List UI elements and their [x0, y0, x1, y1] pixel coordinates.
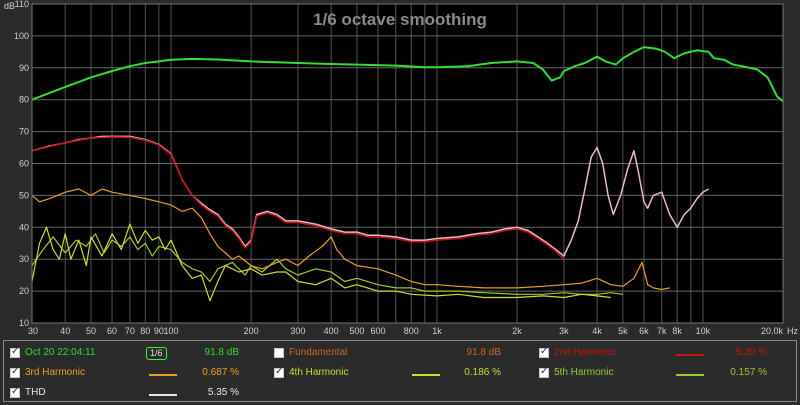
x-tick-label: 70 — [125, 326, 135, 336]
fifth-harmonic-label[interactable]: 5th Harmonic — [554, 367, 614, 378]
x-tick-label: 5k — [618, 326, 628, 336]
x-tick-label: 200 — [244, 326, 259, 336]
x-tick-label: 20.0k — [761, 326, 784, 336]
legend-row-1: Oct 20 22:04:11 1/6 91.8 dB Fundamental … — [4, 345, 794, 365]
series-line-2nd-harmonic — [31, 136, 565, 260]
y-tick-label: 40 — [19, 222, 29, 232]
second-harmonic-checkbox[interactable] — [539, 346, 549, 358]
y-tick-label: 70 — [19, 127, 29, 137]
thd-value: 5.35 % — [207, 387, 239, 398]
fourth-harmonic-checkbox[interactable] — [274, 366, 284, 378]
y-tick-label: 50 — [19, 190, 29, 200]
x-tick-label: 6k — [639, 326, 649, 336]
x-tick-label: 400 — [324, 326, 339, 336]
series-line-5th-harmonic — [31, 233, 623, 295]
y-tick-label: 90 — [19, 63, 29, 73]
x-tick-label: 500 — [349, 326, 364, 336]
x-tick-label: 90 — [154, 326, 164, 336]
series-line-3rd-harmonic — [31, 188, 670, 291]
thd-swatch — [149, 394, 177, 396]
fifth-harmonic-checkbox[interactable] — [539, 366, 549, 378]
x-tick-label: 300 — [290, 326, 305, 336]
y-tick-label: 60 — [19, 159, 29, 169]
legend-row-2: 3rd Harmonic 0.687 % 4th Harmonic 0.186 … — [4, 365, 794, 385]
x-tick-label: 3k — [559, 326, 569, 336]
fundamental-checkbox[interactable] — [274, 348, 284, 358]
fourth-harmonic-value: 0.186 % — [464, 367, 501, 378]
legend-row-3: THD 5.35 % — [4, 385, 794, 405]
second-harmonic-value: 5.30 % — [735, 347, 767, 358]
second-harmonic-swatch — [676, 354, 704, 356]
x-tick-label: 30 — [28, 326, 38, 336]
x-tick-label: 8k — [672, 326, 682, 336]
fourth-harmonic-label[interactable]: 4th Harmonic — [289, 367, 349, 378]
x-axis-unit: Hz — [787, 326, 798, 336]
fundamental-value: 91.8 dB — [466, 347, 501, 358]
y-tick-label: 10 — [19, 318, 29, 328]
y-tick-label: 100 — [14, 31, 29, 41]
y-tick-label: 110 — [15, 0, 29, 9]
plot-frame — [31, 3, 784, 324]
x-tick-label: 50 — [86, 326, 96, 336]
y-tick-label: 20 — [19, 286, 29, 296]
x-tick-label: 100 — [164, 326, 179, 336]
x-tick-label: 7k — [657, 326, 667, 336]
x-tick-label: 80 — [140, 326, 150, 336]
third-harmonic-label[interactable]: 3rd Harmonic — [25, 367, 86, 378]
x-tick-label: 4k — [592, 326, 602, 336]
series-line-4th-harmonic — [31, 223, 611, 302]
measurement-level: 91.8 dB — [204, 347, 239, 358]
fundamental-label[interactable]: Fundamental — [289, 347, 348, 358]
y-tick-label: 80 — [19, 95, 29, 105]
series-line-fundamental — [31, 46, 784, 103]
fourth-harmonic-swatch — [412, 374, 440, 376]
smoothing-badge[interactable]: 1/6 — [146, 347, 167, 360]
fifth-harmonic-value: 0.157 % — [730, 367, 767, 378]
x-tick-label: 600 — [370, 326, 385, 336]
x-tick-label: 2k — [512, 326, 522, 336]
third-harmonic-swatch — [149, 374, 177, 376]
third-harmonic-value: 0.687 % — [202, 367, 239, 378]
thd-label[interactable]: THD — [25, 387, 46, 398]
legend-panel: Oct 20 22:04:11 1/6 91.8 dB Fundamental … — [3, 340, 797, 402]
y-axis-unit: dB — [4, 1, 15, 11]
second-harmonic-label[interactable]: 2nd Harmonic — [554, 347, 617, 358]
x-tick-label: 800 — [404, 326, 419, 336]
x-tick-label: 40 — [60, 326, 70, 336]
fifth-harmonic-swatch — [676, 374, 704, 376]
third-harmonic-checkbox[interactable] — [10, 366, 20, 378]
x-tick-label: 60 — [107, 326, 117, 336]
x-tick-label: 10k — [696, 326, 711, 336]
chart-title: 1/6 octave smoothing — [313, 10, 487, 29]
y-tick-label: 30 — [19, 254, 29, 264]
x-tick-label: 1k — [432, 326, 442, 336]
measurement-label[interactable]: Oct 20 22:04:11 — [25, 347, 96, 358]
thd-checkbox[interactable] — [10, 386, 20, 398]
measurement-checkbox[interactable] — [10, 346, 20, 358]
